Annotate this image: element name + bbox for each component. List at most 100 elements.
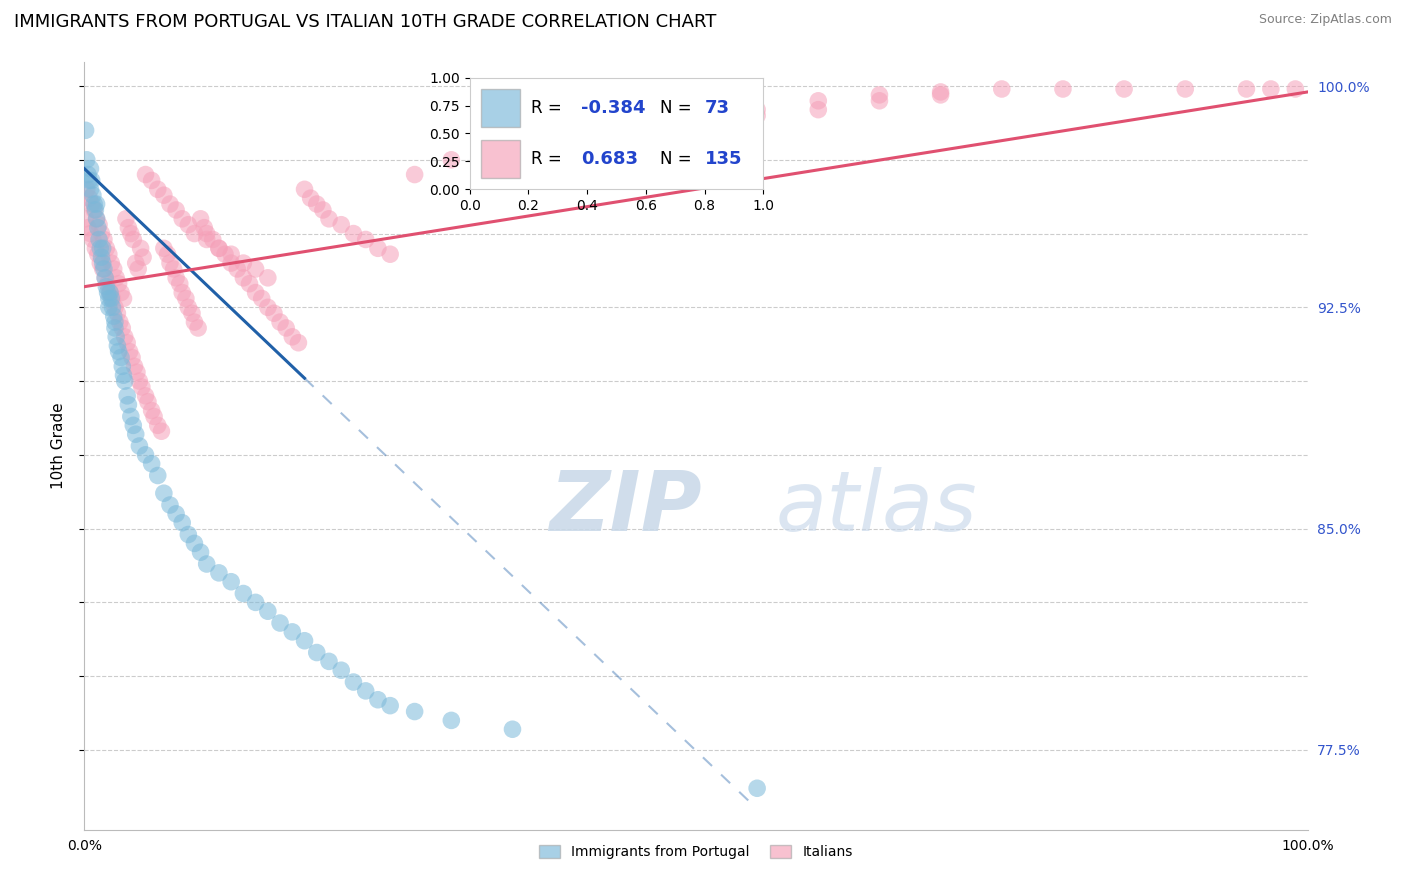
Point (367, 692, 389, 706)
Point (869, 87, 891, 102)
Point (77, 220, 100, 235)
Point (103, 309, 125, 323)
Point (76, 182, 98, 196)
Point (281, 330, 304, 344)
Point (128, 374, 150, 388)
Point (94, 270, 117, 285)
Point (404, 705, 426, 719)
Point (146, 418, 169, 433)
Point (163, 262, 186, 277)
Point (75, 211, 97, 226)
Point (84, 241, 107, 255)
Point (208, 566, 231, 580)
Point (77, 191, 100, 205)
Point (91, 262, 114, 277)
Point (89, 256, 111, 270)
Point (183, 227, 205, 241)
Point (107, 277, 129, 291)
Point (100, 256, 122, 270)
Point (115, 211, 138, 226)
Point (177, 218, 200, 232)
Point (93, 262, 115, 277)
Point (1236, 82, 1258, 96)
Point (226, 262, 249, 277)
Point (305, 197, 328, 211)
Point (245, 595, 267, 609)
Point (219, 256, 242, 270)
Point (380, 247, 402, 261)
Point (380, 698, 402, 713)
Point (97, 292, 120, 306)
Point (96, 241, 118, 255)
Point (104, 321, 127, 335)
Point (87, 220, 110, 235)
Point (354, 232, 377, 246)
Point (245, 262, 267, 277)
Point (131, 380, 153, 394)
Point (183, 315, 205, 329)
Point (141, 457, 163, 471)
Point (104, 315, 127, 329)
Point (112, 292, 135, 306)
Point (114, 330, 136, 344)
Point (97, 285, 120, 300)
Point (165, 270, 187, 285)
Point (190, 545, 212, 559)
Text: IMMIGRANTS FROM PORTUGAL VS ITALIAN 10TH GRADE CORRELATION CHART: IMMIGRANTS FROM PORTUGAL VS ITALIAN 10TH… (14, 13, 717, 31)
Point (112, 368, 135, 383)
Point (214, 247, 236, 261)
Point (120, 227, 142, 241)
Legend: Immigrants from Portugal, Italians: Immigrants from Portugal, Italians (534, 839, 858, 865)
Point (132, 250, 155, 264)
Point (294, 182, 316, 196)
Point (153, 486, 176, 500)
Point (869, 94, 891, 108)
Point (125, 427, 148, 442)
Point (159, 197, 181, 211)
Point (141, 403, 163, 417)
Point (502, 723, 524, 737)
Point (276, 321, 298, 335)
Point (1114, 82, 1136, 96)
Point (103, 262, 125, 277)
Point (136, 394, 159, 409)
Point (257, 301, 280, 315)
Point (169, 277, 191, 291)
Point (115, 335, 138, 350)
Point (146, 182, 169, 196)
Point (195, 557, 218, 571)
Point (624, 114, 647, 128)
Point (342, 675, 364, 690)
Point (90, 250, 112, 264)
Point (141, 173, 163, 187)
Point (110, 285, 132, 300)
Point (440, 714, 463, 728)
Point (97, 247, 120, 261)
Point (105, 339, 128, 353)
Point (96, 279, 118, 293)
Point (108, 315, 131, 329)
Point (245, 285, 267, 300)
Point (79, 227, 101, 241)
Point (208, 241, 231, 255)
Point (294, 633, 316, 648)
Point (100, 292, 122, 306)
Point (354, 684, 377, 698)
Point (94, 270, 117, 285)
Point (195, 227, 218, 241)
Point (1284, 82, 1306, 96)
Point (404, 168, 426, 182)
Point (685, 109, 707, 123)
Point (330, 663, 353, 677)
Point (128, 439, 150, 453)
Point (82, 232, 104, 246)
Point (153, 241, 176, 255)
Point (79, 161, 101, 176)
Point (82, 188, 104, 202)
Point (183, 536, 205, 550)
Point (122, 418, 145, 433)
Point (129, 241, 152, 255)
Point (269, 315, 291, 329)
Point (172, 285, 194, 300)
Point (232, 586, 254, 600)
